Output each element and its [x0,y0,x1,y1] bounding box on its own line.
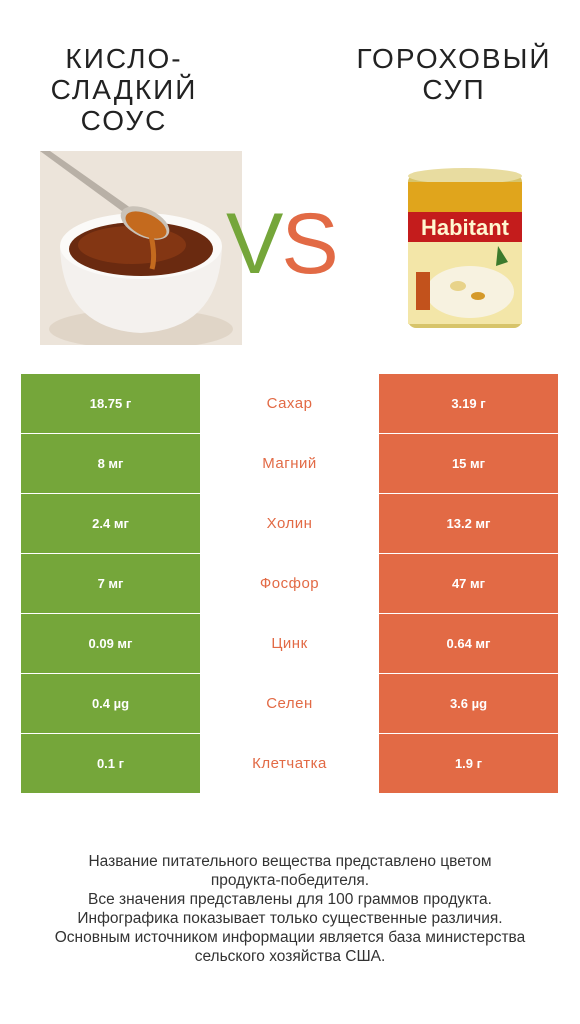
table-row: 7 мг Фосфор 47 мг [21,554,558,613]
table-row: 0.4 µg Селен 3.6 µg [21,674,558,733]
right-value: 15 мг [379,434,558,493]
footer-line: сельского хозяйства США. [194,948,386,965]
nutrient-name: Фосфор [200,554,379,613]
can-brand-text: Habitant [421,215,510,240]
left-value: 0.4 µg [21,674,200,733]
right-value: 3.19 г [379,374,558,433]
footer-line: Инфографика показывает только существенн… [77,910,503,927]
left-title-line: СЛАДКИЙ [50,73,198,105]
footer-line: Основным источником информации является … [54,929,526,946]
table-row: 0.1 г Клетчатка 1.9 г [21,734,558,793]
nutrient-name: Магний [200,434,379,493]
left-value: 0.09 мг [21,614,200,673]
sauce-bowl-photo [40,151,242,345]
nutrient-name: Цинк [200,614,379,673]
left-value: 7 мг [21,554,200,613]
left-value: 0.1 г [21,734,200,793]
right-product-title: ГОРОХОВЫЙ СУП [344,43,564,105]
right-value: 13.2 мг [379,494,558,553]
footer-line: Все значения представлены для 100 граммо… [88,891,492,908]
footer-line: продукта-победителя. [210,872,370,889]
right-value: 47 мг [379,554,558,613]
soup-can-photo: Habitant [398,168,532,332]
footer-notes: Название питательного вещества представл… [10,852,570,966]
right-value: 3.6 µg [379,674,558,733]
right-title-line: СУП [422,73,486,105]
right-value: 1.9 г [379,734,558,793]
nutrient-name: Селен [200,674,379,733]
table-row: 2.4 мг Холин 13.2 мг [21,494,558,553]
left-title-line: СОУС [80,104,168,136]
right-title-line: ГОРОХОВЫЙ [356,42,552,74]
vs-label: VS [226,196,339,292]
table-row: 18.75 г Сахар 3.19 г [21,374,558,433]
left-value: 18.75 г [21,374,200,433]
vs-v: V [226,196,283,292]
left-title-line: КИСЛО- [65,42,183,74]
table-row: 0.09 мг Цинк 0.64 мг [21,614,558,673]
table-row: 8 мг Магний 15 мг [21,434,558,493]
left-value: 8 мг [21,434,200,493]
right-value: 0.64 мг [379,614,558,673]
nutrient-name: Клетчатка [200,734,379,793]
nutrient-name: Холин [200,494,379,553]
footer-line: Название питательного вещества представл… [88,853,492,870]
nutrient-name: Сахар [200,374,379,433]
left-product-title: КИСЛО- СЛАДКИЙ СОУС [14,43,234,136]
vs-s: S [281,196,338,292]
left-value: 2.4 мг [21,494,200,553]
